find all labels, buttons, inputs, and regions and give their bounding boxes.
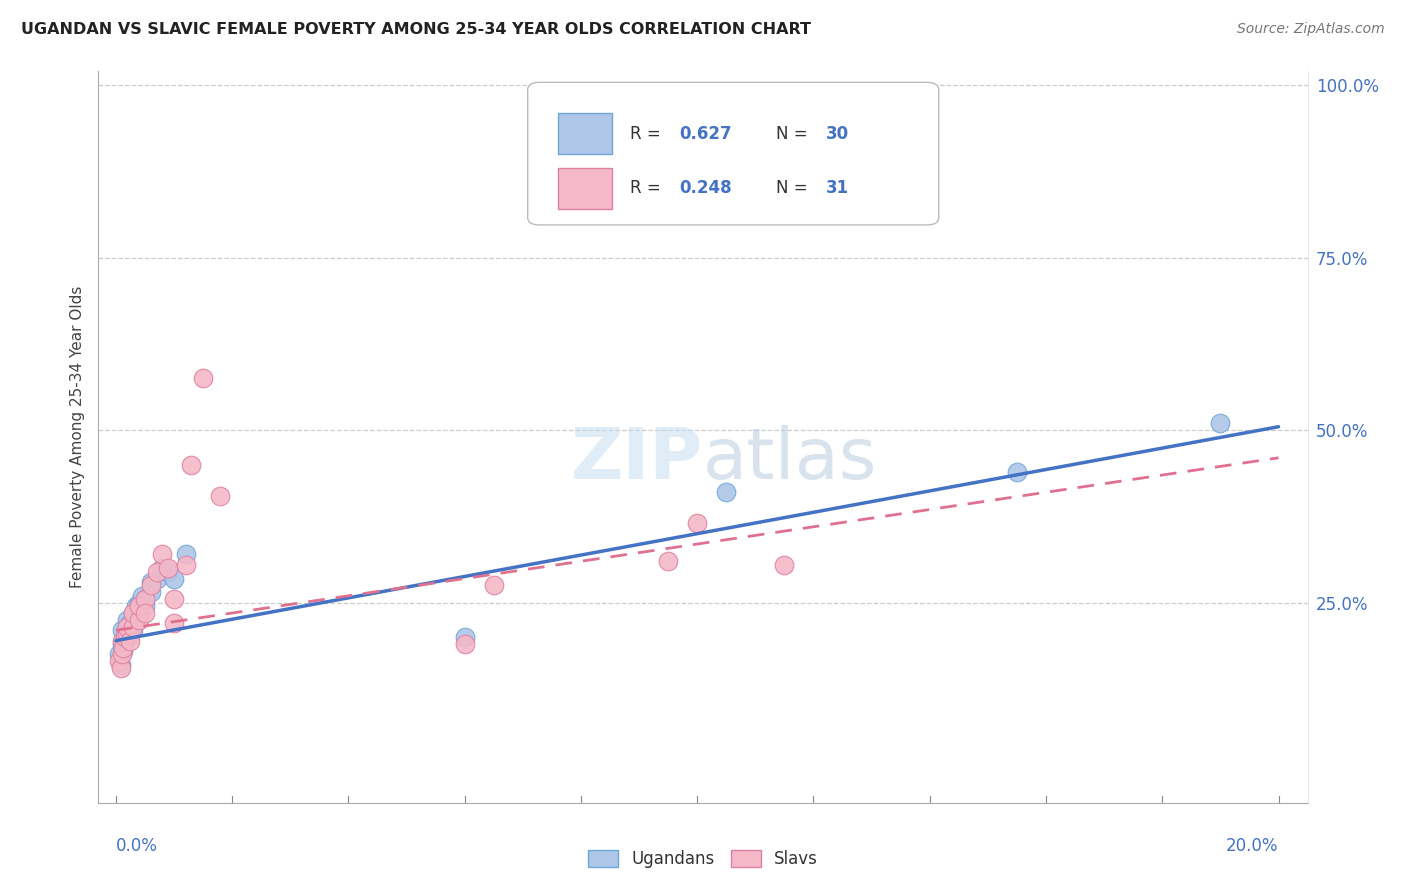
Point (118, 630, 141, 644)
Point (174, 558, 197, 572)
Point (150, 548, 173, 562)
Text: R =: R = (630, 179, 666, 197)
Text: N =: N = (776, 125, 813, 143)
FancyBboxPatch shape (558, 113, 613, 153)
Point (125, 599, 148, 614)
Point (117, 620, 139, 634)
Point (120, 633, 142, 648)
Legend: Ugandans, Slavs: Ugandans, Slavs (581, 844, 825, 875)
Point (110, 657, 132, 672)
FancyBboxPatch shape (558, 169, 613, 209)
Point (111, 624, 134, 638)
Text: R =: R = (630, 125, 666, 143)
Point (114, 630, 136, 644)
Point (107, 654, 129, 668)
Text: UGANDAN VS SLAVIC FEMALE POVERTY AMONG 25-34 YEAR OLDS CORRELATION CHART: UGANDAN VS SLAVIC FEMALE POVERTY AMONG 2… (21, 22, 811, 37)
Text: Source: ZipAtlas.com: Source: ZipAtlas.com (1237, 22, 1385, 37)
Point (453, 637, 475, 651)
Point (122, 606, 145, 620)
Point (111, 644, 134, 658)
Point (122, 606, 145, 620)
Point (122, 624, 145, 638)
Point (110, 661, 132, 675)
Text: 0.627: 0.627 (679, 125, 731, 143)
Point (120, 616, 142, 631)
Point (163, 592, 186, 607)
Point (482, 578, 505, 592)
Point (145, 572, 167, 586)
Point (134, 592, 156, 607)
Point (111, 648, 134, 662)
Point (657, 554, 679, 568)
Point (180, 458, 202, 472)
Point (716, 485, 738, 500)
Point (128, 599, 150, 614)
Point (453, 630, 475, 644)
Text: N =: N = (776, 179, 813, 197)
Y-axis label: Female Poverty Among 25-34 Year Olds: Female Poverty Among 25-34 Year Olds (69, 286, 84, 588)
Text: 31: 31 (827, 179, 849, 197)
Point (114, 633, 136, 648)
Point (157, 561, 180, 575)
Point (209, 489, 232, 503)
Text: 0.248: 0.248 (679, 179, 731, 197)
Point (686, 516, 709, 531)
Text: 20.0%: 20.0% (1226, 838, 1278, 855)
Point (139, 578, 162, 592)
Point (134, 599, 156, 614)
Text: atlas: atlas (703, 425, 877, 493)
Point (111, 637, 134, 651)
Point (773, 558, 796, 572)
Point (150, 561, 173, 575)
Point (163, 616, 186, 631)
Point (145, 565, 167, 579)
Point (107, 648, 129, 662)
Point (139, 574, 162, 589)
Point (134, 592, 156, 607)
Point (115, 626, 138, 640)
Point (128, 609, 150, 624)
Text: ZIP: ZIP (571, 425, 703, 493)
Point (134, 606, 156, 620)
Point (111, 633, 134, 648)
Point (131, 589, 153, 603)
FancyBboxPatch shape (527, 82, 939, 225)
Point (191, 371, 214, 385)
Point (1005, 465, 1028, 479)
Point (831, 182, 853, 196)
Text: 0.0%: 0.0% (115, 838, 157, 855)
Point (111, 640, 134, 655)
Text: 30: 30 (827, 125, 849, 143)
Point (139, 585, 162, 599)
Point (117, 613, 139, 627)
Point (117, 620, 139, 634)
Point (174, 548, 197, 562)
Point (122, 620, 145, 634)
Point (128, 613, 150, 627)
Point (117, 626, 139, 640)
Point (128, 596, 150, 610)
Point (163, 572, 186, 586)
Point (1209, 417, 1232, 431)
Point (157, 565, 180, 579)
